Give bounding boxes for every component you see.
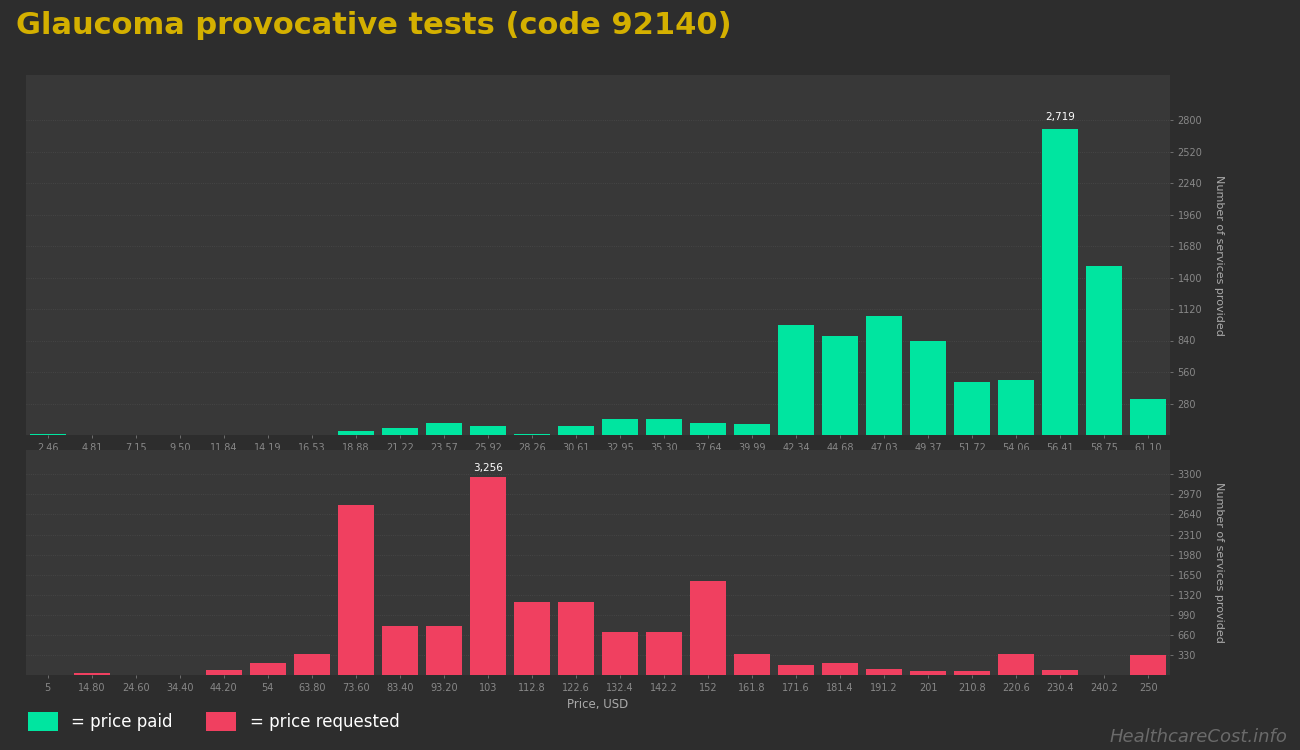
Bar [469,426,506,435]
Bar [954,671,991,675]
Bar [779,664,814,675]
Bar [558,426,594,435]
Bar [1043,670,1078,675]
Bar [1130,655,1166,675]
Y-axis label: Number of services provided: Number of services provided [1214,175,1223,335]
X-axis label: Price, USD: Price, USD [567,698,629,711]
Bar [734,424,770,435]
Bar [866,669,902,675]
Bar [205,670,242,675]
Bar [1130,399,1166,435]
Bar [998,380,1035,435]
Bar [250,663,286,675]
Bar [514,434,550,435]
Bar [910,671,946,675]
Bar [822,663,858,675]
Bar [734,654,770,675]
Bar [602,632,638,675]
Bar [822,336,858,435]
Bar [690,581,727,675]
Bar [646,632,682,675]
Bar [558,602,594,675]
Y-axis label: Number of services provided: Number of services provided [1213,482,1223,643]
Bar [514,602,550,675]
Bar [910,340,946,435]
Bar [382,428,417,435]
Text: Glaucoma provocative tests (code 92140): Glaucoma provocative tests (code 92140) [16,11,731,40]
Bar [998,654,1035,675]
Text: 3,256: 3,256 [473,464,503,473]
Bar [338,430,374,435]
Bar [690,423,727,435]
Bar [74,674,109,675]
Bar [954,382,991,435]
Bar [382,626,417,675]
Bar [866,316,902,435]
Text: HealthcareCost.info: HealthcareCost.info [1109,728,1287,746]
Bar [338,505,374,675]
Bar [1043,129,1079,435]
Text: 2,719: 2,719 [1045,112,1075,122]
Bar [469,477,506,675]
Legend: = price paid, = price requested: = price paid, = price requested [21,705,406,738]
Bar [426,626,462,675]
Bar [294,654,330,675]
X-axis label: Price, USD: Price, USD [567,458,629,471]
Bar [779,325,814,435]
Bar [1086,266,1122,435]
Bar [426,423,462,435]
Bar [602,419,638,435]
Bar [646,419,682,435]
